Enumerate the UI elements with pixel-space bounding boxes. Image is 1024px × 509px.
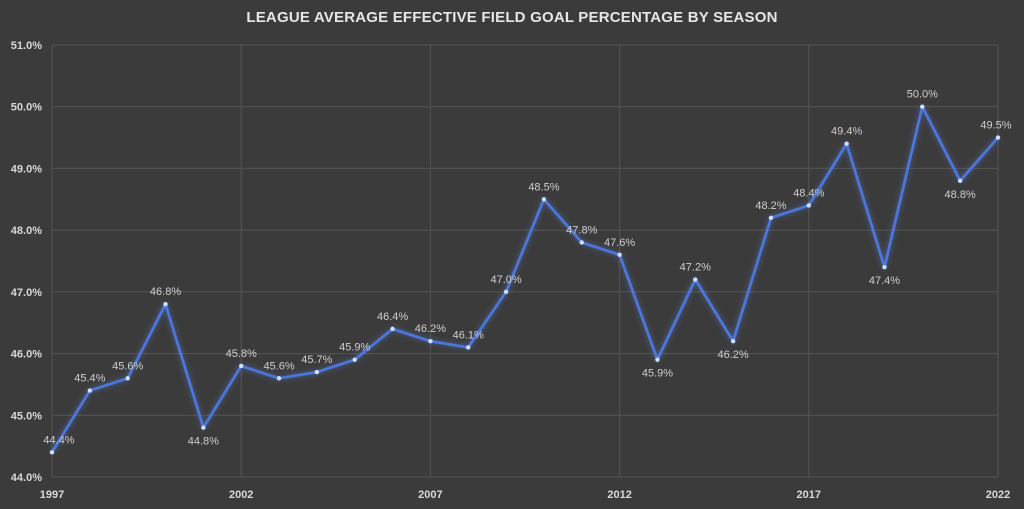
data-label: 44.4%	[43, 434, 74, 446]
data-point	[125, 376, 130, 381]
data-point	[87, 388, 93, 393]
y-tick-label: 49.0%	[11, 163, 42, 175]
data-label: 50.0%	[907, 89, 938, 101]
y-tick-label: 51.0%	[11, 40, 42, 52]
y-tick-label: 48.0%	[11, 225, 42, 237]
data-label: 45.9%	[339, 342, 370, 354]
data-point	[617, 252, 622, 258]
data-point	[49, 450, 55, 455]
data-label: 48.4%	[793, 187, 824, 199]
data-label: 47.0%	[490, 274, 521, 286]
data-label: 44.8%	[188, 436, 219, 448]
x-tick-label: 2017	[797, 489, 821, 501]
data-point	[693, 277, 698, 282]
x-tick-label: 2012	[607, 489, 631, 501]
y-tick-label: 45.0%	[11, 410, 42, 422]
data-label: 48.2%	[755, 200, 786, 212]
data-point	[503, 289, 509, 295]
data-point	[541, 197, 547, 202]
y-tick-label: 47.0%	[11, 287, 42, 299]
y-tick-label: 46.0%	[11, 349, 42, 361]
data-point	[579, 240, 584, 245]
data-point	[920, 104, 925, 109]
data-label: 48.8%	[945, 189, 976, 201]
data-label: 49.5%	[980, 120, 1011, 132]
data-label: 46.8%	[150, 286, 181, 298]
data-label: 45.4%	[74, 373, 105, 385]
data-point	[995, 135, 1001, 140]
data-point	[466, 345, 471, 350]
data-label: 45.6%	[112, 360, 143, 372]
data-point	[655, 357, 660, 362]
data-point	[882, 264, 887, 270]
data-label: 45.7%	[301, 354, 332, 366]
data-label: 46.2%	[718, 349, 749, 361]
y-tick-label: 50.0%	[11, 102, 42, 114]
data-point	[768, 215, 774, 220]
data-point	[276, 376, 282, 381]
data-point	[428, 339, 433, 344]
data-label: 45.9%	[642, 368, 673, 380]
x-tick-label: 1997	[40, 489, 64, 501]
data-point	[844, 141, 849, 146]
y-tick-label: 44.0%	[11, 472, 42, 484]
data-label: 45.6%	[263, 360, 294, 372]
data-label: 45.8%	[226, 348, 257, 360]
data-label: 47.2%	[680, 262, 711, 274]
data-label: 47.8%	[566, 224, 597, 236]
data-label: 47.4%	[869, 275, 900, 287]
data-point	[201, 425, 206, 430]
data-label: 47.6%	[604, 237, 635, 249]
series-line	[51, 105, 999, 453]
chart-title: LEAGUE AVERAGE EFFECTIVE FIELD GOAL PERC…	[246, 9, 778, 26]
data-point	[390, 326, 395, 332]
series-line-glow	[50, 105, 1000, 454]
data-label: 48.5%	[528, 181, 559, 193]
data-point	[730, 339, 736, 344]
data-label: 46.2%	[415, 323, 446, 335]
data-point	[957, 178, 963, 183]
x-tick-label: 2022	[986, 489, 1010, 501]
data-label: 46.4%	[377, 311, 408, 323]
data-label: 49.4%	[831, 126, 862, 138]
data-point	[314, 369, 320, 375]
data-point	[163, 302, 168, 307]
x-tick-label: 2007	[418, 489, 442, 501]
data-point	[806, 203, 811, 208]
data-point	[352, 357, 357, 362]
data-label: 46.1%	[453, 329, 484, 341]
x-tick-label: 2002	[229, 489, 253, 501]
data-point	[239, 363, 244, 369]
